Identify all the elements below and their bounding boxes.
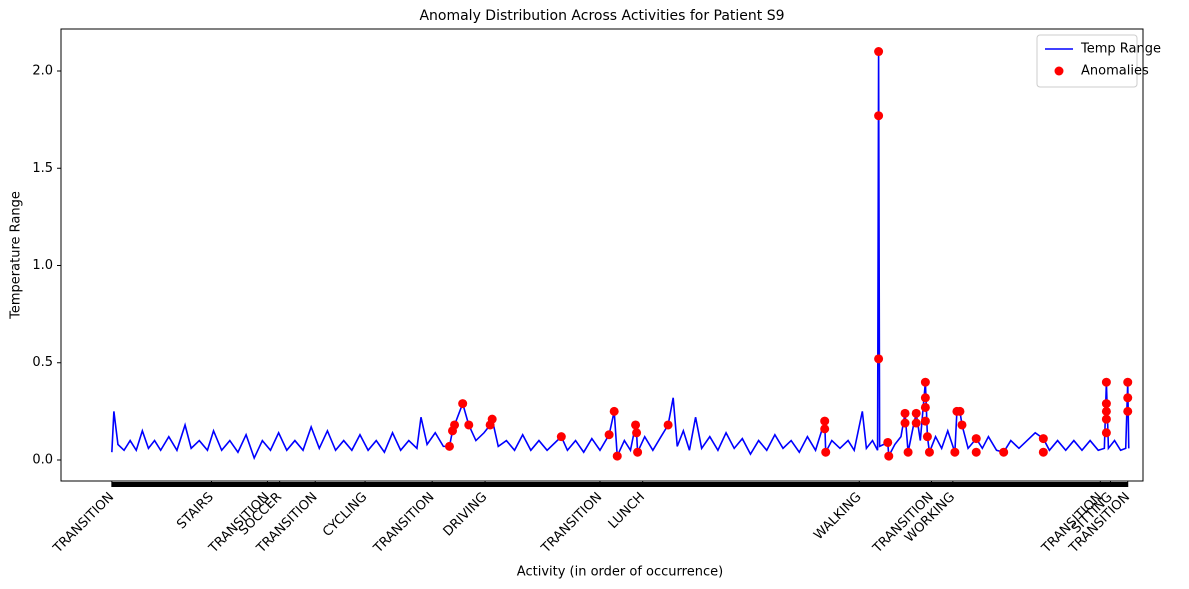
anomaly-point bbox=[903, 447, 913, 457]
anomaly-point bbox=[884, 451, 894, 461]
chart-title: Anomaly Distribution Across Activities f… bbox=[419, 8, 784, 24]
anomaly-point bbox=[874, 47, 884, 57]
anomaly-point bbox=[820, 424, 830, 434]
anomaly-point bbox=[920, 393, 930, 403]
y-tick-label: 2.0 bbox=[32, 64, 53, 79]
anomaly-point bbox=[1101, 414, 1111, 424]
anomaly-point bbox=[464, 420, 474, 430]
anomaly-point bbox=[821, 447, 831, 457]
anomaly-point bbox=[950, 447, 960, 457]
x-tick-label: TRANSITION bbox=[370, 490, 437, 557]
x-tick-label: WALKING bbox=[811, 490, 864, 543]
anomaly-point bbox=[444, 441, 454, 451]
anomaly-point bbox=[450, 420, 460, 430]
anomaly-point bbox=[604, 430, 614, 440]
anomaly-point bbox=[633, 447, 643, 457]
y-tick-label: 0.5 bbox=[32, 355, 53, 370]
line bbox=[111, 51, 1130, 461]
y-axis-label: Temperature Range bbox=[9, 191, 24, 320]
legend-label: Anomalies bbox=[1081, 64, 1149, 79]
legend-swatch bbox=[1054, 66, 1064, 76]
x-tick-label: TRANSITION bbox=[50, 490, 117, 557]
anomaly-point bbox=[957, 420, 967, 430]
anomaly-point bbox=[556, 432, 566, 442]
x-axis-label: Activity (in order of occurrence) bbox=[517, 565, 723, 580]
anomaly-point bbox=[1101, 428, 1111, 438]
anomaly-point bbox=[911, 418, 921, 428]
x-tick-label: LUNCH bbox=[606, 490, 648, 532]
x-tick-label: TRANSITION bbox=[538, 490, 605, 557]
tick-band bbox=[111, 482, 1128, 487]
anomaly-point bbox=[900, 408, 910, 418]
anomaly-point bbox=[631, 420, 641, 430]
anomaly-point bbox=[955, 406, 965, 416]
anomaly-point bbox=[874, 111, 884, 121]
anomaly-point bbox=[458, 399, 468, 409]
legend-label: Temp Range bbox=[1080, 42, 1161, 57]
anomaly-point bbox=[924, 447, 934, 457]
anomaly-point bbox=[971, 447, 981, 457]
anomaly-point bbox=[609, 406, 619, 416]
anomaly-point bbox=[883, 437, 893, 447]
anomaly-point bbox=[820, 416, 830, 426]
anomaly-point bbox=[900, 418, 910, 428]
anomaly-point bbox=[920, 402, 930, 412]
anomaly-point bbox=[999, 447, 1009, 457]
anomaly-point bbox=[1101, 406, 1111, 416]
anomaly-point bbox=[1038, 434, 1048, 444]
anomaly-point bbox=[632, 428, 642, 438]
anomaly-point bbox=[874, 354, 884, 364]
anomaly-point bbox=[1101, 377, 1111, 387]
y-tick-label: 0.0 bbox=[32, 452, 53, 467]
anomaly-point bbox=[920, 416, 930, 426]
anomaly-point bbox=[663, 420, 673, 430]
anomaly-point bbox=[911, 408, 921, 418]
x-tick-label: CYCLING bbox=[320, 490, 370, 540]
anomaly-point bbox=[612, 451, 622, 461]
anomaly-point bbox=[1123, 393, 1133, 403]
y-tick-label: 1.5 bbox=[32, 161, 53, 176]
x-tick-label: STAIRS bbox=[174, 490, 217, 533]
anomaly-point bbox=[971, 434, 981, 444]
anomaly-point bbox=[922, 432, 932, 442]
anomaly-point bbox=[485, 420, 495, 430]
anomaly-point bbox=[920, 377, 930, 387]
anomaly-point bbox=[1123, 406, 1133, 416]
anomaly-point bbox=[1101, 399, 1111, 409]
x-tick-label: DRIVING bbox=[441, 490, 491, 540]
plot-frame bbox=[60, 28, 1144, 482]
anomaly-point bbox=[1123, 377, 1133, 387]
y-tick-label: 1.0 bbox=[32, 258, 53, 273]
anomaly-point bbox=[1038, 447, 1048, 457]
